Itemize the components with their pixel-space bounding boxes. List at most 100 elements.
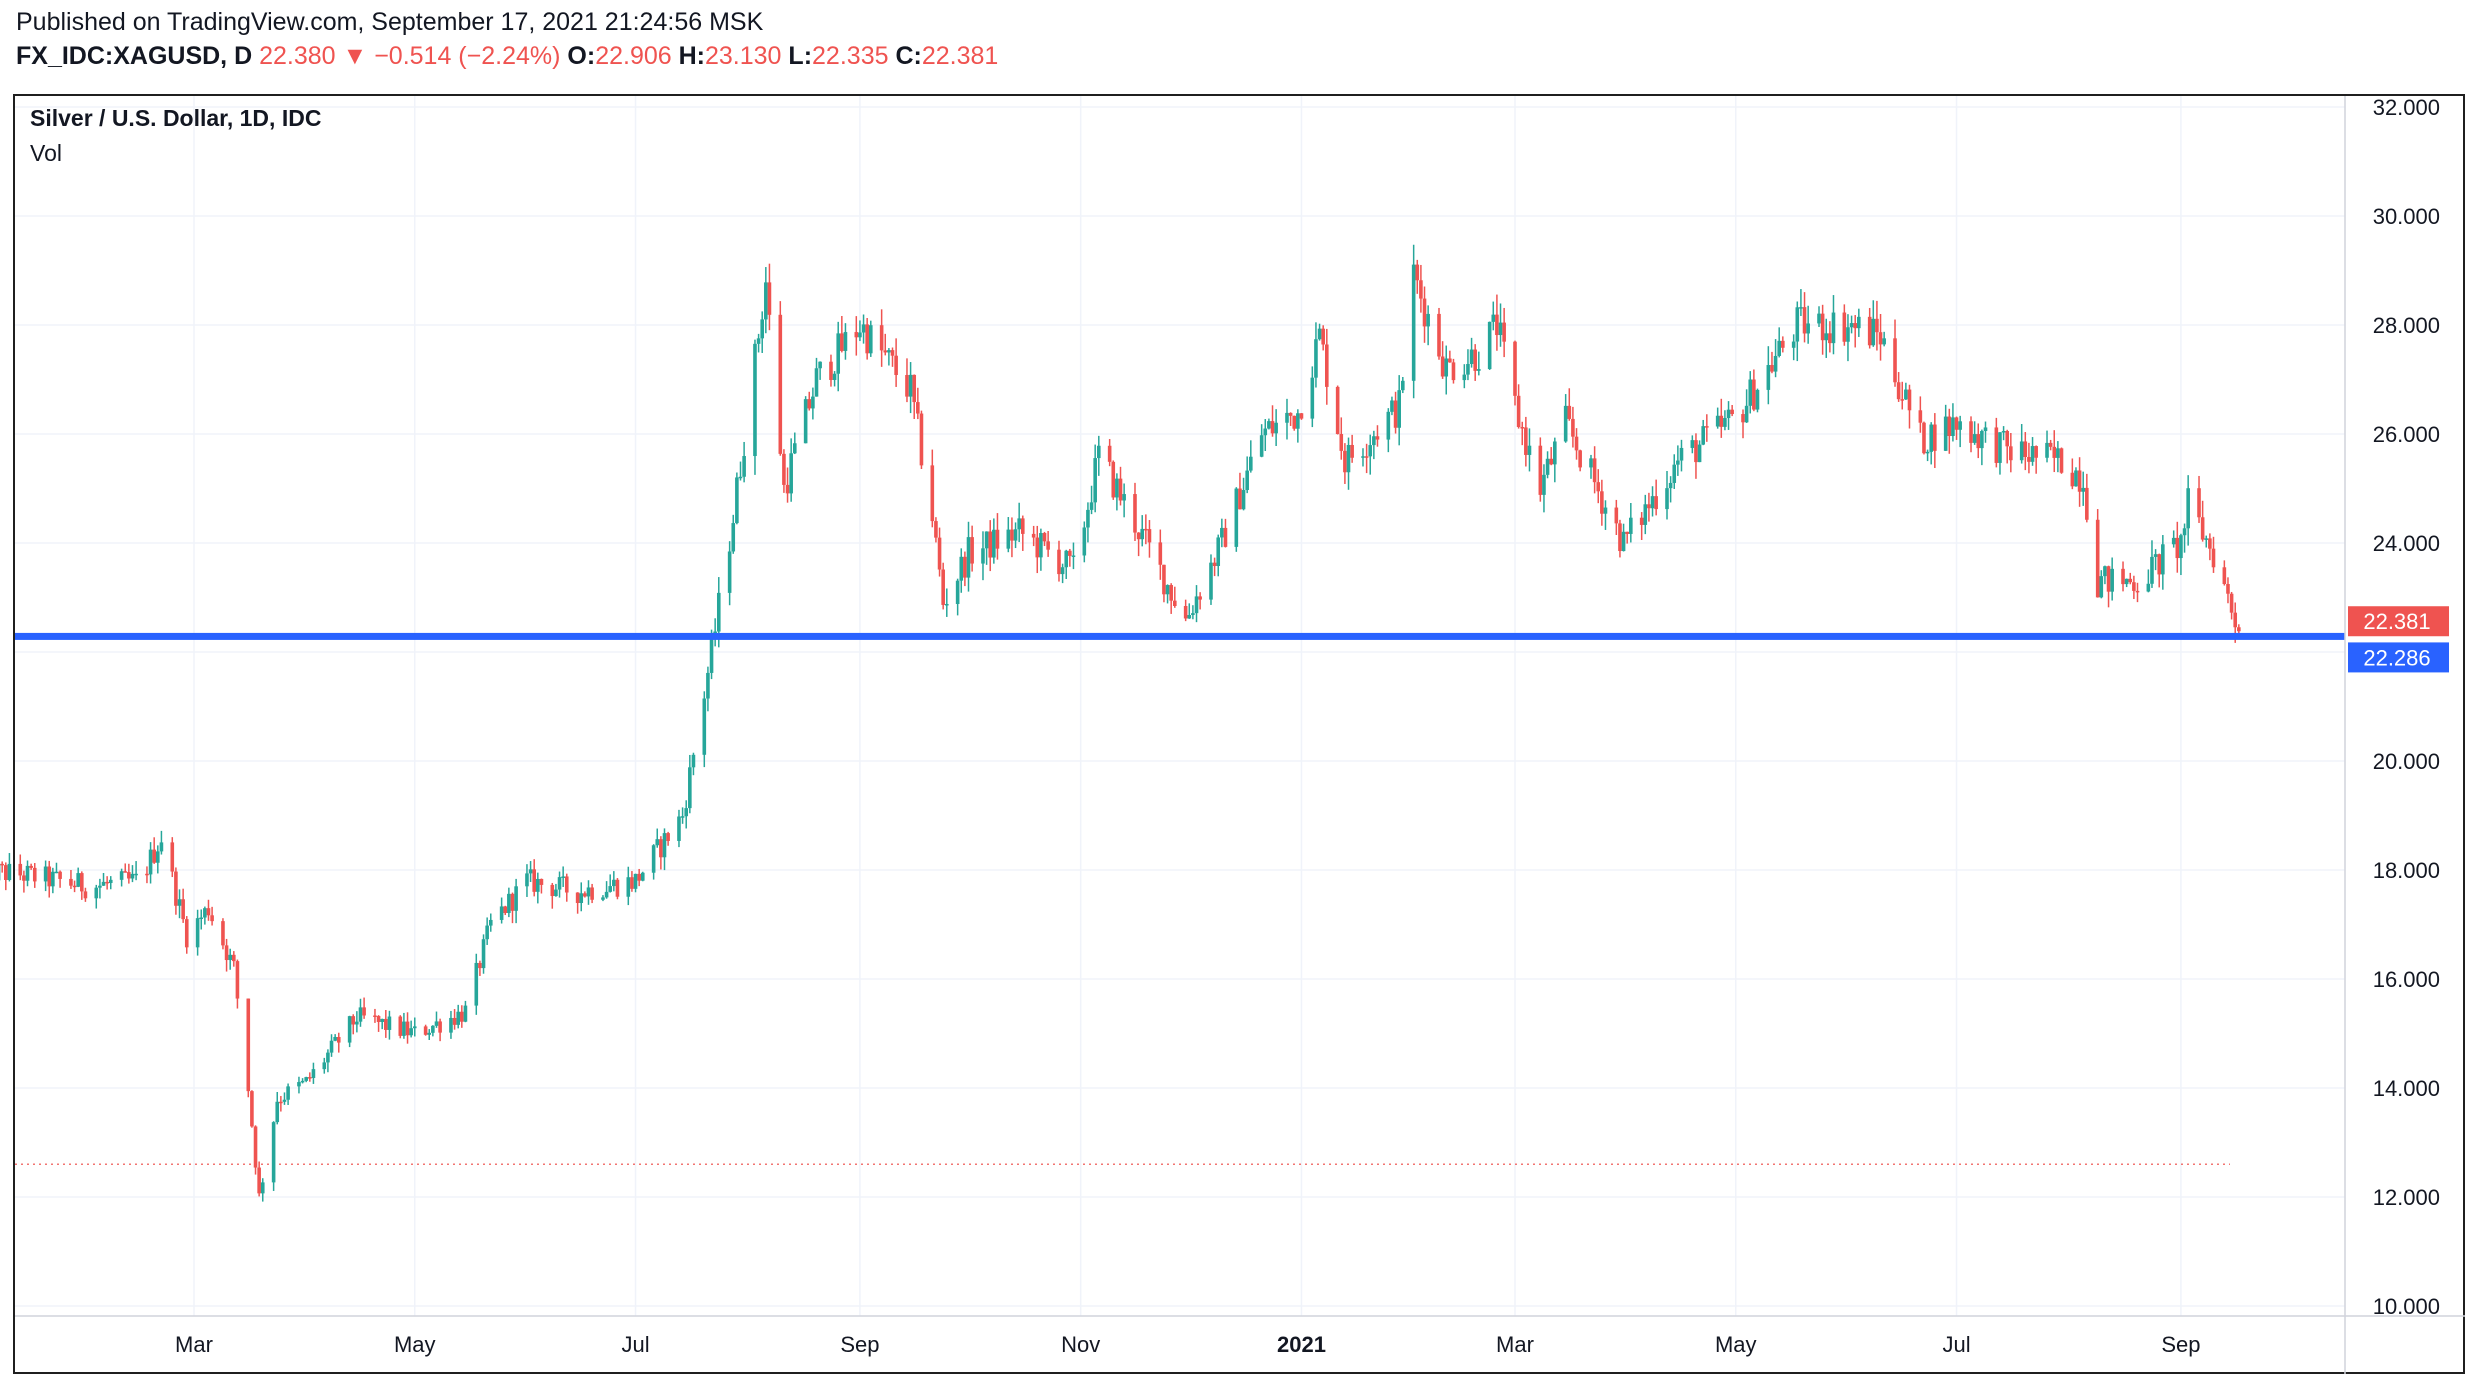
- candle-body: [1321, 328, 1325, 345]
- candle-body: [1679, 447, 1684, 461]
- candle-body: [731, 523, 736, 552]
- candle-body: [702, 698, 707, 755]
- candle-body: [308, 1077, 312, 1079]
- candle-body: [601, 897, 605, 900]
- candle-body: [1904, 389, 1908, 400]
- candle-body: [2085, 487, 2089, 520]
- last-price: 22.380: [259, 42, 336, 70]
- candle-body: [1013, 529, 1018, 541]
- candle-body: [1925, 451, 1930, 454]
- candle-body: [1469, 349, 1474, 365]
- candle-body: [1947, 416, 1952, 437]
- candle-body: [1115, 478, 1119, 498]
- candle-body: [232, 954, 236, 962]
- candle-body: [1799, 307, 1803, 309]
- candle-body: [2110, 568, 2114, 592]
- candle-body: [981, 548, 985, 564]
- candle-body: [2222, 567, 2227, 585]
- candle-body: [1086, 509, 1090, 528]
- open-label: O:: [567, 42, 596, 70]
- candle-body: [688, 767, 692, 809]
- candle-body: [865, 324, 869, 354]
- x-tick-label: Jul: [621, 1332, 649, 1357]
- candle-body: [1397, 390, 1401, 428]
- candle-body: [1071, 555, 1076, 557]
- candle-body: [1542, 474, 1546, 495]
- candle-body: [1846, 327, 1850, 342]
- candle-body: [507, 893, 511, 914]
- candle-body: [1748, 379, 1753, 406]
- candle-body: [1473, 349, 1477, 371]
- candle-body: [626, 877, 631, 897]
- candle-body: [412, 1026, 417, 1029]
- candle-body: [2052, 446, 2057, 458]
- candle-body: [1133, 494, 1137, 533]
- candle-body: [1853, 323, 1858, 329]
- candle-body: [1715, 415, 1720, 427]
- candle-body: [123, 871, 128, 873]
- candle-body: [329, 1040, 334, 1053]
- candle-body: [1516, 395, 1521, 428]
- candle-body: [1096, 445, 1101, 459]
- quote-line: FX_IDC:XAGUSD, D 22.380 ▼ −0.514 (−2.24%…: [16, 42, 998, 71]
- candle-body: [1296, 413, 1300, 429]
- candle-body: [282, 1099, 287, 1102]
- candle-body: [1140, 528, 1145, 540]
- candle-body: [174, 871, 178, 906]
- candle-body: [738, 476, 743, 479]
- candle-body: [633, 873, 638, 889]
- candle-body: [1285, 412, 1289, 423]
- candle-body: [1057, 549, 1061, 575]
- candle-body: [854, 332, 859, 338]
- candle-body: [1039, 533, 1043, 558]
- candle-body: [651, 845, 656, 873]
- candle-body: [2237, 627, 2241, 632]
- horizontal-line-layer[interactable]: [15, 632, 2345, 640]
- candle-body: [1451, 362, 1456, 381]
- close-value: 22.381: [921, 42, 999, 70]
- candle-body: [934, 521, 938, 538]
- x-tick-label: Mar: [175, 1332, 213, 1357]
- candle-body: [604, 891, 609, 898]
- candle-body: [1549, 458, 1553, 465]
- candle-body: [1147, 529, 1152, 543]
- candle-body: [811, 396, 815, 409]
- candle-body: [156, 851, 160, 863]
- x-tick-label: May: [394, 1332, 436, 1357]
- candle-body: [2030, 446, 2035, 462]
- candle-body: [1234, 488, 1239, 547]
- candle-body: [1690, 440, 1695, 448]
- candle-body: [2045, 442, 2049, 458]
- candle-body: [818, 361, 822, 369]
- candle-body: [351, 1016, 356, 1025]
- candle-body: [803, 399, 808, 444]
- candle-body: [937, 537, 942, 570]
- candle-body: [557, 877, 562, 890]
- candle-body: [1422, 298, 1427, 327]
- candle-body: [894, 355, 898, 376]
- candle-body: [1267, 421, 1271, 429]
- candle-body: [1639, 517, 1644, 525]
- candle-body: [1031, 533, 1036, 538]
- candle-body: [1969, 421, 1973, 443]
- candle-body: [101, 881, 106, 886]
- candle-body: [1194, 596, 1199, 614]
- candle-body: [1705, 426, 1709, 428]
- candle-body: [1216, 537, 1221, 567]
- candle-body: [336, 1036, 341, 1043]
- candles: [0, 244, 2241, 1202]
- candle-body: [709, 637, 714, 673]
- candle-body: [2077, 470, 2082, 492]
- candle-body: [1701, 426, 1705, 445]
- candle-body: [995, 529, 1000, 549]
- candle-body: [1263, 428, 1268, 436]
- candle-body: [532, 869, 537, 892]
- candle-body: [778, 314, 783, 454]
- candle-body: [756, 338, 761, 344]
- candle-body: [905, 375, 909, 397]
- y-tick-label: 28.000: [2373, 313, 2440, 338]
- candle-body: [1212, 562, 1217, 567]
- candle-body: [1310, 377, 1315, 419]
- candle-body: [2146, 583, 2151, 592]
